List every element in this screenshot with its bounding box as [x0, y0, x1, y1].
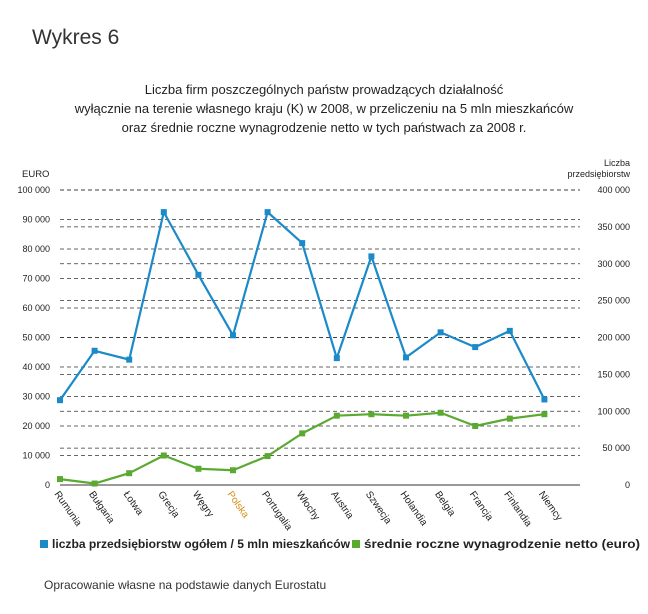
data-point	[437, 409, 444, 416]
series-layer	[57, 209, 548, 487]
data-point	[230, 467, 236, 474]
data-point	[403, 412, 409, 419]
legend-label: średnie roczne wynagrodzenie netto (euro…	[364, 539, 640, 551]
left-tick-label: 60 000	[22, 303, 50, 313]
data-point	[299, 430, 306, 437]
right-tick-label: 150 000	[597, 369, 630, 379]
data-point	[57, 397, 63, 404]
right-tick-label: 400 000	[597, 185, 630, 195]
x-tick-label: Finlandia	[501, 489, 534, 529]
x-tick-label: Węgry	[190, 489, 216, 519]
data-point	[368, 411, 375, 418]
left-axis-label: EURO	[22, 169, 49, 180]
chart-title-line-1: Liczba firm poszczególnych państw prowad…	[144, 82, 504, 97]
data-point	[506, 415, 513, 422]
data-point	[264, 209, 271, 216]
x-tick-label: Szwecja	[363, 489, 394, 526]
legend: liczba przedsiębiorstw ogółem / 5 mln mi…	[40, 539, 640, 551]
data-point	[403, 354, 409, 361]
legend-label: liczba przedsiębiorstw ogółem / 5 mln mi…	[52, 539, 350, 551]
left-tick-label: 100 000	[17, 185, 50, 195]
right-tick-label: 0	[625, 480, 630, 490]
data-point	[506, 327, 513, 334]
legend-swatch	[40, 540, 48, 548]
right-tick-label: 350 000	[597, 222, 630, 232]
left-tick-label: 40 000	[22, 362, 50, 372]
x-tick-label: Niemcy	[536, 489, 564, 523]
x-tick-label: Portugalia	[259, 489, 294, 533]
x-tick-label: Austria	[328, 489, 355, 521]
data-point	[91, 480, 98, 487]
right-axis-ticks: 0 50 000 100 000 150 000 200 000 250 000 300 0…	[597, 185, 630, 490]
left-tick-label: 80 000	[22, 244, 50, 254]
left-tick-label: 70 000	[22, 274, 50, 284]
x-tick-label: Holandia	[398, 489, 430, 528]
right-tick-label: 200 000	[597, 333, 630, 343]
x-tick-label: Polska	[225, 489, 251, 520]
legend-swatch	[352, 540, 360, 548]
data-point	[91, 347, 98, 354]
data-point	[333, 355, 340, 362]
right-tick-label: 300 000	[597, 259, 630, 269]
data-point	[541, 396, 548, 403]
right-axis-label-line-1: Liczba	[604, 158, 630, 168]
data-point	[57, 476, 63, 483]
data-point	[160, 452, 167, 459]
right-tick-label: 50 000	[602, 443, 630, 453]
left-tick-label: 30 000	[22, 392, 50, 402]
right-tick-label: 100 000	[597, 406, 630, 416]
x-tick-label: Francja	[467, 489, 495, 523]
data-point	[195, 271, 202, 278]
right-tick-label: 250 000	[597, 296, 630, 306]
figure-heading: Wykres 6	[32, 26, 120, 49]
left-tick-label: 0	[45, 480, 50, 490]
data-point	[437, 329, 444, 336]
data-point	[541, 411, 548, 418]
right-axis-label-line-2: przedsiębiorstw	[567, 169, 630, 179]
chart-title: Liczba firm poszczególnych państw prowad…	[0, 80, 648, 137]
x-tick-label: Rumunia	[52, 489, 84, 528]
data-point	[195, 465, 202, 472]
left-tick-label: 50 000	[22, 333, 50, 343]
data-point	[126, 470, 133, 477]
x-tick-label: Grecja	[155, 489, 181, 520]
x-tick-label: Włochy	[294, 489, 322, 522]
data-point	[230, 332, 236, 339]
x-tick-label: Bułgaria	[86, 489, 116, 526]
data-point	[299, 240, 306, 247]
source-note: Opracowanie własne na podstawie danych E…	[44, 578, 327, 592]
left-tick-label: 10 000	[22, 451, 50, 461]
left-tick-label: 20 000	[22, 421, 50, 431]
data-point	[472, 423, 479, 429]
x-axis-labels: Rumunia Bułgaria Łotwa Grecja Węgry Polska Por…	[52, 489, 565, 533]
chart-title-line-3: oraz średnie roczne wynagrodzenie netto …	[121, 120, 527, 135]
data-point	[472, 344, 479, 351]
data-point	[126, 356, 133, 363]
left-axis-ticks: 0 10 000 20 000 30 000 40 000 50 000 60 000 70 …	[17, 185, 50, 490]
x-tick-label: Belgia	[432, 489, 457, 518]
left-tick-label: 90 000	[22, 215, 50, 225]
data-point	[160, 209, 167, 216]
data-point	[368, 253, 375, 260]
chart-title-line-2: wyłącznie na terenie własnego kraju (K) …	[74, 101, 574, 116]
x-tick-label: Łotwa	[121, 489, 146, 518]
gridlines	[60, 189, 580, 486]
data-point	[333, 412, 340, 419]
data-point	[264, 453, 271, 460]
